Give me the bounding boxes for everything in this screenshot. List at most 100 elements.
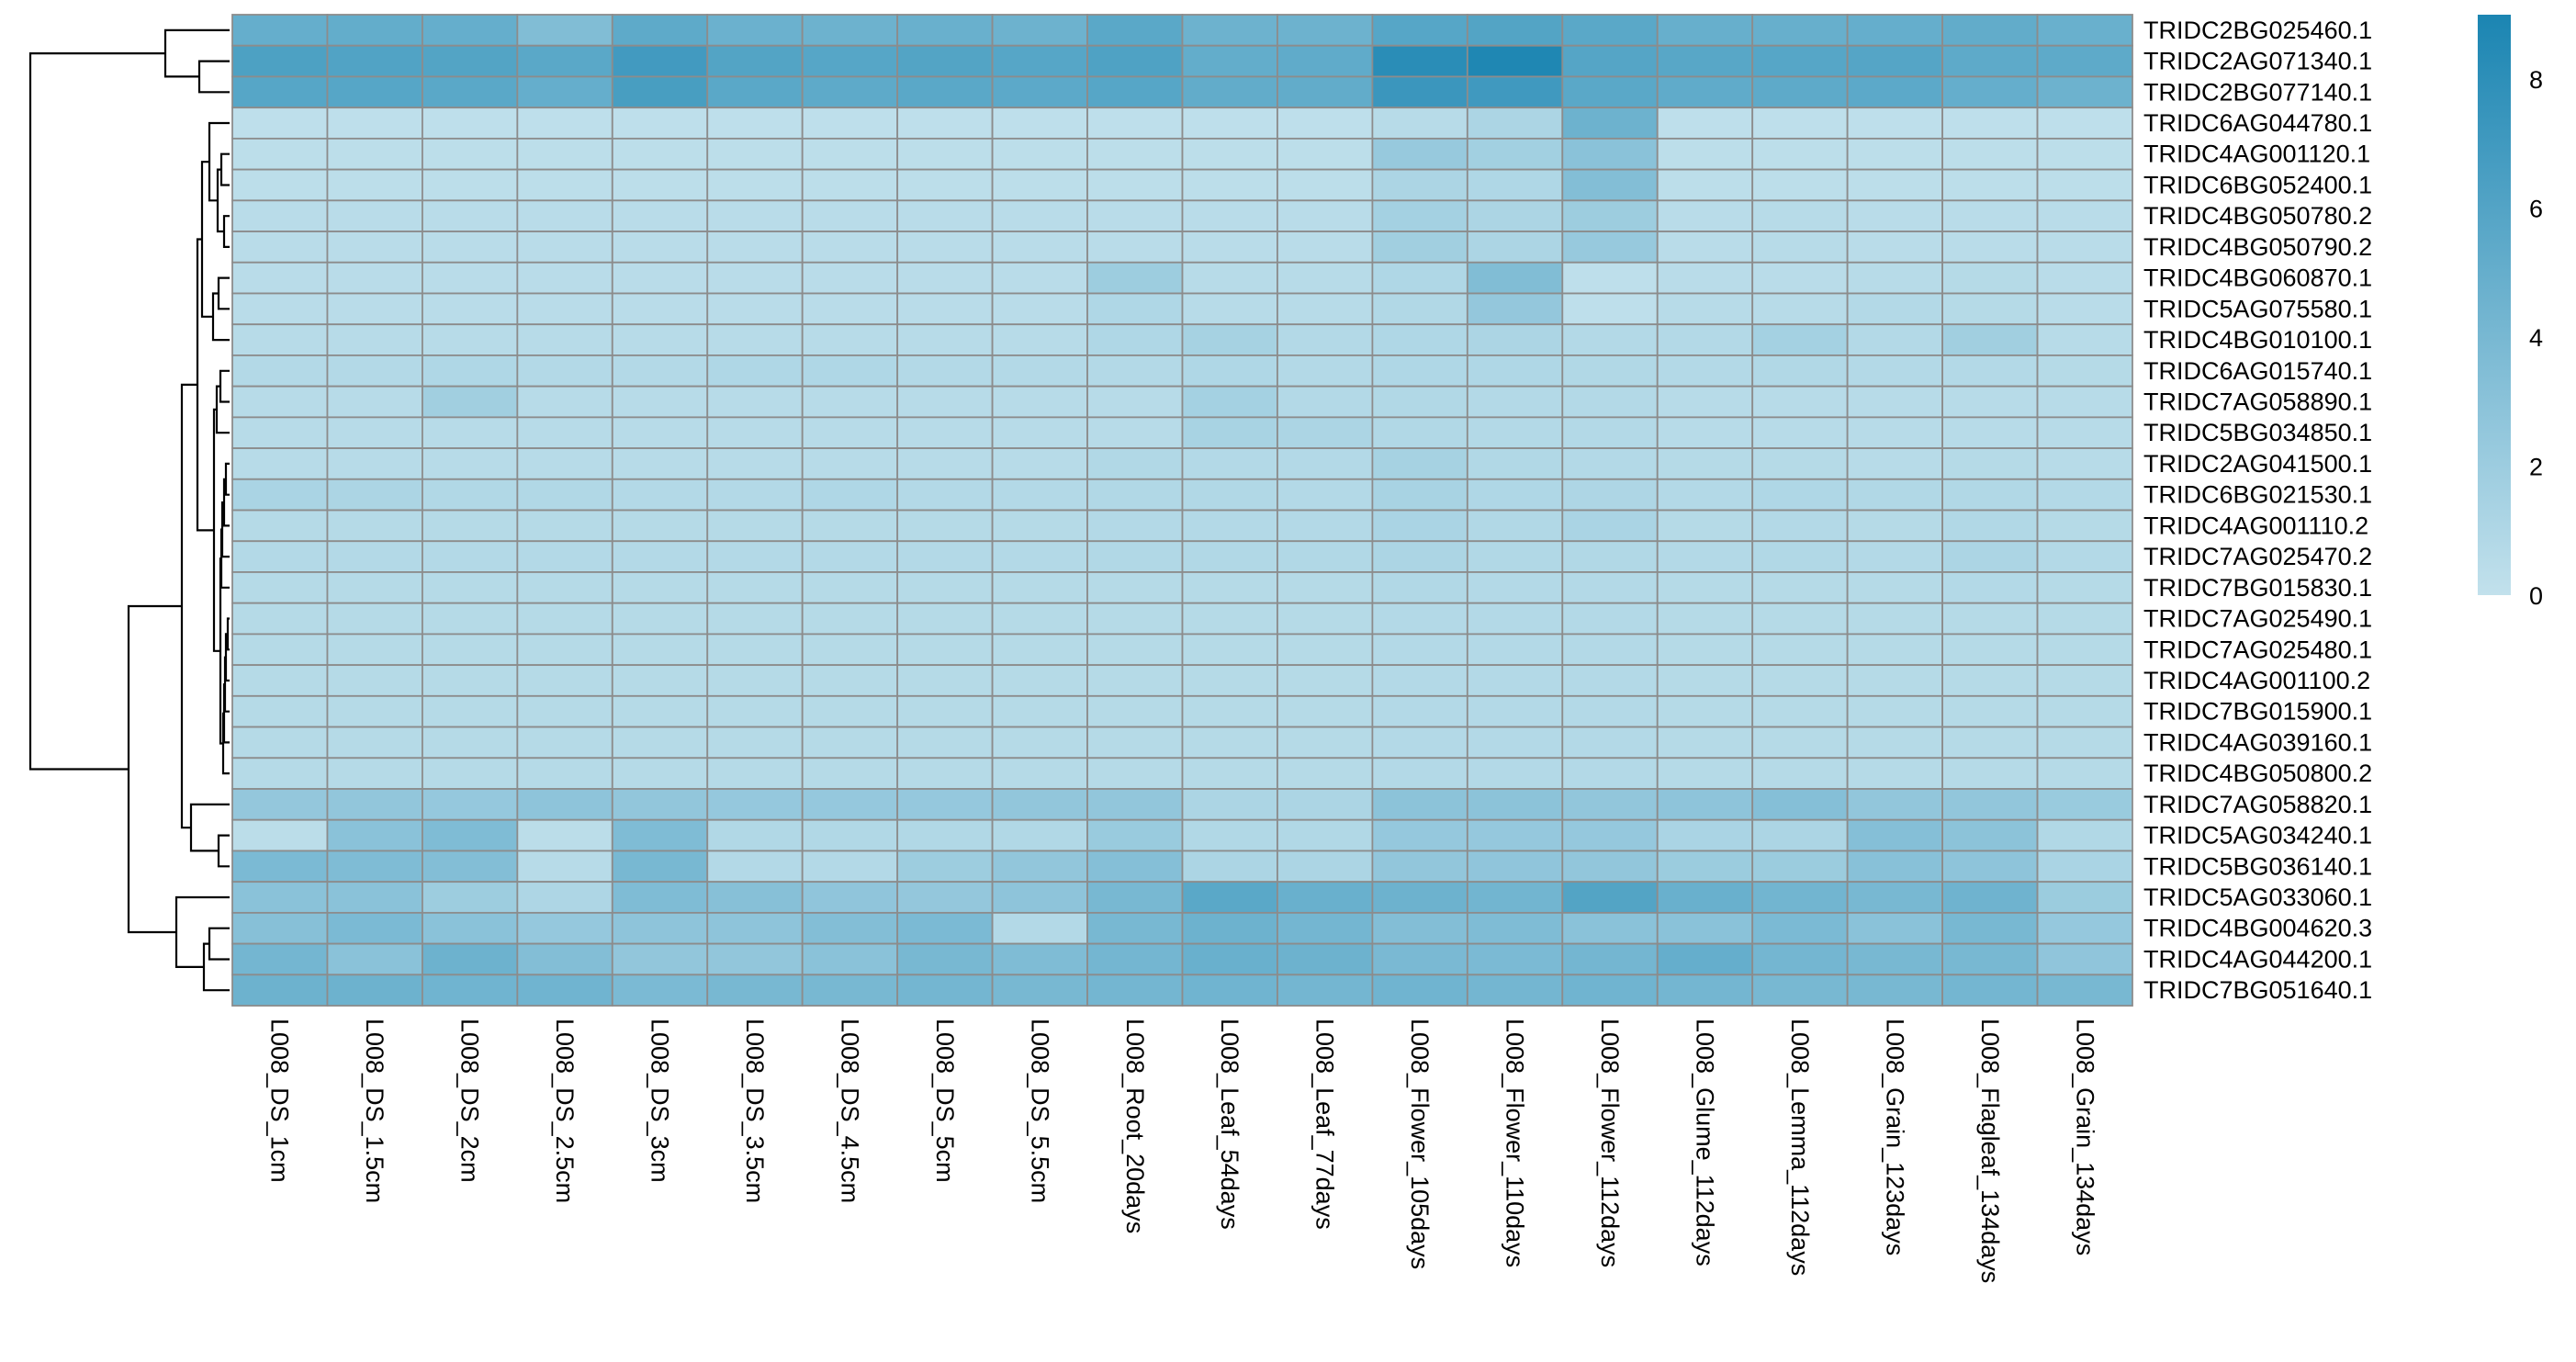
heatmap-cell [421,633,519,667]
heatmap-cell [1277,447,1374,480]
heatmap-cell [706,168,804,202]
heatmap-cell [1466,355,1564,388]
row-label: TRIDC4AG044200.1 [2143,946,2372,974]
heatmap-cell [421,540,519,573]
heatmap-cell [1561,881,1659,914]
heatmap-cell [1941,137,2039,171]
heatmap-cell [421,75,519,109]
heatmap-cell [801,231,899,264]
heatmap-cell [801,509,899,543]
heatmap-cell [516,911,613,945]
heatmap-cell [1086,694,1184,728]
row-label: TRIDC4BG050790.2 [2143,233,2372,261]
heatmap-cell [1371,633,1468,667]
column-label: L008_DS_3cm [647,1019,674,1183]
heatmap-cell [896,942,994,976]
heatmap-cell [896,571,994,604]
heatmap-cell [1846,694,1944,728]
heatmap-cell [231,571,329,604]
heatmap-cell [326,323,423,356]
heatmap-cell [231,14,329,47]
heatmap-cell [611,726,709,760]
heatmap-cell [1751,416,1849,449]
heatmap-cell [1846,757,1944,790]
heatmap-cell [1277,478,1374,512]
heatmap-cell [1277,818,1374,852]
heatmap-cell [1277,107,1374,140]
heatmap-cell [1086,571,1184,604]
heatmap-cell [801,447,899,480]
heatmap-cell [421,571,519,604]
heatmap-cell [706,881,804,914]
heatmap-cell [1656,850,1754,884]
heatmap-cell [801,757,899,790]
column-label: L008_DS_3.5cm [741,1019,769,1203]
row-label: TRIDC5BG034850.1 [2143,419,2372,446]
heatmap-cell [611,168,709,202]
heatmap-cell [896,75,994,109]
heatmap-cell [1561,292,1659,326]
dendrogram-branch [163,28,230,78]
heatmap-cell [421,757,519,790]
heatmap-cell [1181,757,1278,790]
row-label: TRIDC5BG036140.1 [2143,852,2372,880]
heatmap-cell [1466,942,1564,976]
heatmap-cell [611,14,709,47]
heatmap-cell [1277,323,1374,356]
heatmap-cell [1181,137,1278,171]
heatmap-cell [1941,850,2039,884]
heatmap-cell [1561,974,1659,1007]
heatmap-cell [611,292,709,326]
heatmap-cell [1466,818,1564,852]
heatmap-cell [1277,850,1374,884]
heatmap-cell [1846,974,1944,1007]
heatmap-cell [2036,168,2133,202]
colorbar-ticks: 0 2 4 6 8 [2529,66,2543,610]
heatmap-cell [1277,942,1374,976]
heatmap-cell [2036,75,2133,109]
heatmap-cell [706,323,804,356]
heatmap-cell [1846,664,1944,697]
heatmap-cell [1181,664,1278,697]
heatmap-cell [991,385,1088,419]
row-label: TRIDC2AG041500.1 [2143,450,2372,478]
dendrogram-branch [200,161,213,318]
heatmap-cell [1466,323,1564,356]
heatmap-cell [991,818,1088,852]
heatmap-cell [2036,942,2133,976]
heatmap-cell [801,633,899,667]
heatmap-cell [991,107,1088,140]
heatmap-cell [1371,355,1468,388]
heatmap-cell [231,168,329,202]
heatmap-cell [1561,942,1659,976]
heatmap-cell [421,478,519,512]
heatmap-cell [2036,385,2133,419]
heatmap-cell [1371,602,1468,636]
heatmap-cell [2036,881,2133,914]
heatmap-cell [991,478,1088,512]
heatmap-cell [1181,447,1278,480]
heatmap-cell [611,633,709,667]
heatmap-cell [991,261,1088,295]
heatmap-cell [706,14,804,47]
heatmap-cell [1181,974,1278,1007]
heatmap-cell [1086,44,1184,78]
heatmap-cell [1466,231,1564,264]
heatmap-cell [1561,509,1659,543]
heatmap-cell [1941,757,2039,790]
heatmap-cell [1371,757,1468,790]
heatmap-cell [1751,726,1849,760]
heatmap-cell [1561,664,1659,697]
row-label: TRIDC7BG015830.1 [2143,574,2372,602]
heatmap-cell [1086,478,1184,512]
heatmap-cell [1561,540,1659,573]
row-label: TRIDC4BG060870.1 [2143,265,2372,292]
heatmap-cell [1561,571,1659,604]
heatmap-cell [1846,633,1944,667]
heatmap-cell [1466,385,1564,419]
heatmap-cell [991,633,1088,667]
colorbar-tick-label: 2 [2529,454,2543,481]
heatmap-cell [1751,757,1849,790]
colorbar-legend: 0 2 4 6 8 [2478,15,2543,610]
heatmap-cell [611,664,709,697]
